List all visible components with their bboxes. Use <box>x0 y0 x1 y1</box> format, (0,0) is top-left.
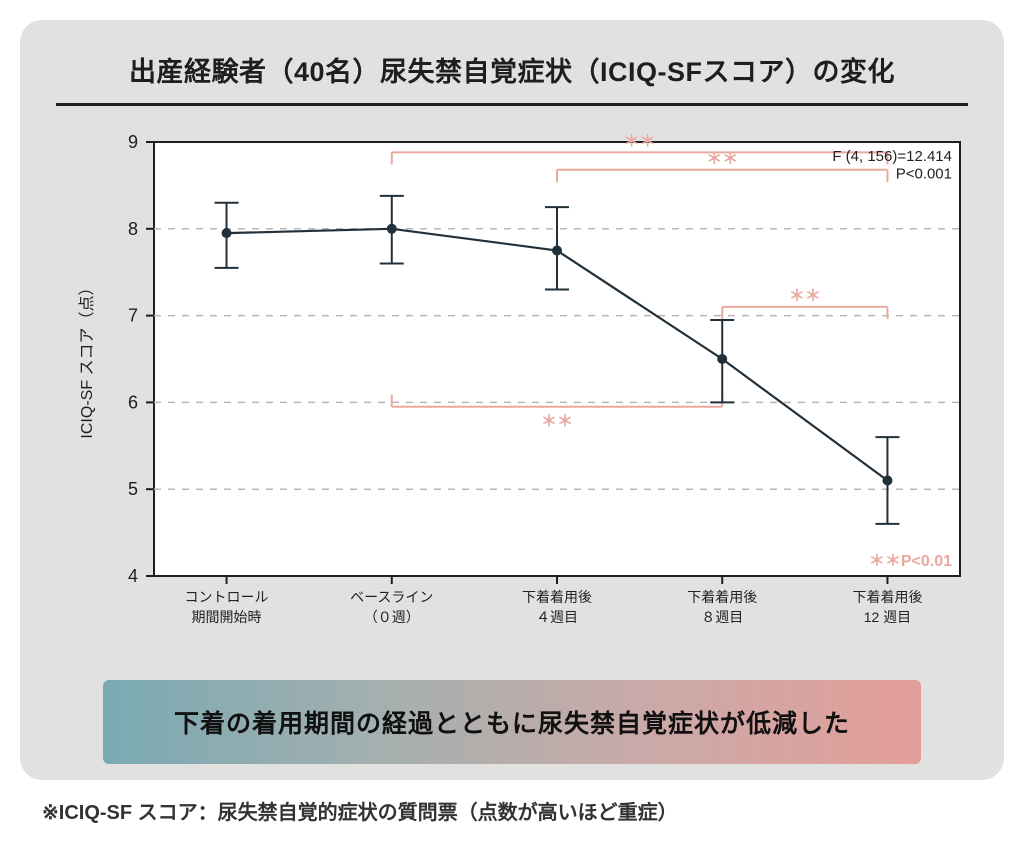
svg-text:F (4, 156)=12.414: F (4, 156)=12.414 <box>832 148 952 165</box>
svg-text:＊＊: ＊＊ <box>706 151 738 168</box>
svg-text:下着着用後: 下着着用後 <box>852 589 922 605</box>
svg-text:４週目: ４週目 <box>536 609 578 625</box>
svg-text:ICIQ-SF スコア（点）: ICIQ-SF スコア（点） <box>78 279 96 438</box>
svg-text:8: 8 <box>128 219 138 239</box>
svg-text:期間開始時: 期間開始時 <box>192 609 262 625</box>
svg-text:＊＊: ＊＊ <box>624 133 656 150</box>
svg-text:＊＊P<0.01: ＊＊P<0.01 <box>869 553 952 570</box>
svg-text:コントロール: コントロール <box>185 589 269 605</box>
svg-text:＊＊: ＊＊ <box>789 288 821 305</box>
svg-text:7: 7 <box>128 306 138 326</box>
svg-text:12 週目: 12 週目 <box>864 609 911 625</box>
svg-text:4: 4 <box>128 566 138 586</box>
summary-text: 下着の着用期間の経過とともに尿失禁自覚症状が低減した <box>174 704 850 740</box>
svg-text:6: 6 <box>128 392 138 412</box>
svg-text:5: 5 <box>128 479 138 499</box>
svg-text:＊＊: ＊＊ <box>541 414 573 431</box>
svg-text:（０週）: （０週） <box>364 609 420 625</box>
chart-card: 出産経験者（40名）尿失禁自覚症状（ICIQ-SFスコア）の変化 4 5 6 7 8 9 ＊… <box>20 20 1004 780</box>
chart-holder: 4 5 6 7 8 9 ＊＊ ＊＊ ＊＊ ＊＊ コントロール期間開始時 ベースライン （０週） 下着着用後… <box>54 132 970 652</box>
title-rule <box>56 103 968 106</box>
svg-text:9: 9 <box>128 132 138 152</box>
line-chart: 4 5 6 7 8 9 ＊＊ ＊＊ ＊＊ ＊＊ コントロール期間開始時 ベースライン （０週） 下着着用後… <box>54 132 970 652</box>
svg-text:下着着用後: 下着着用後 <box>522 589 592 605</box>
svg-text:８週目: ８週目 <box>701 609 743 625</box>
svg-text:下着着用後: 下着着用後 <box>687 589 757 605</box>
footnote: ※ICIQ-SF スコア：尿失禁自覚的症状の質問票（点数が高いほど重症） <box>42 796 1004 825</box>
svg-text:P<0.001: P<0.001 <box>896 165 952 182</box>
chart-title: 出産経験者（40名）尿失禁自覚症状（ICIQ-SFスコア）の変化 <box>54 50 970 89</box>
svg-text:ベースライン: ベースライン <box>350 589 433 605</box>
page: 出産経験者（40名）尿失禁自覚症状（ICIQ-SFスコア）の変化 4 5 6 7 8 9 ＊… <box>0 0 1024 847</box>
summary-banner: 下着の着用期間の経過とともに尿失禁自覚症状が低減した <box>103 680 921 764</box>
